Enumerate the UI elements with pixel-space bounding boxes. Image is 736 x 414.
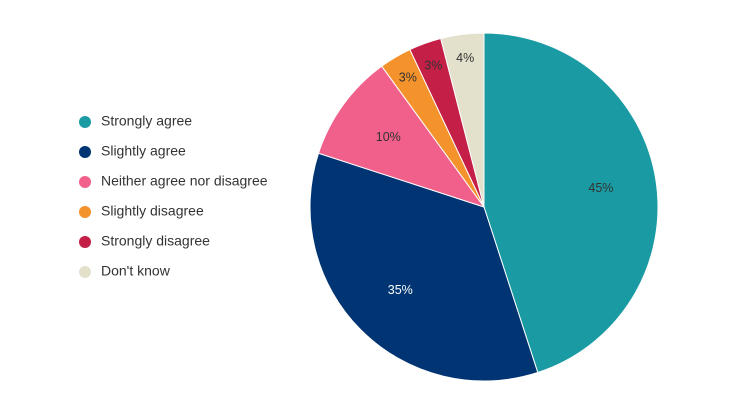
legend-item-don-t-know: Don't know <box>79 263 171 279</box>
legend-item-slightly-disagree: Slightly disagree <box>79 203 204 219</box>
legend-item-slightly-agree: Slightly agree <box>79 143 186 159</box>
legend-item-strongly-disagree: Strongly disagree <box>79 233 210 249</box>
legend-label-neither-agree-nor-disagree: Neither agree nor disagree <box>101 173 268 189</box>
legend: Strongly agree Slightly agree Neither agre… <box>79 113 268 279</box>
data-label-slightly-disagree: 3% <box>399 70 417 84</box>
data-label-neither-agree-nor-disagree: 10% <box>376 130 401 144</box>
pie-slices <box>309 32 659 382</box>
legend-swatch-strongly-agree <box>79 116 91 128</box>
pie-slice-strongly-agree <box>483 32 659 374</box>
legend-swatch-strongly-disagree <box>79 236 91 248</box>
pie-slice-slightly-agree <box>309 152 539 382</box>
legend-swatch-don-t-know <box>79 266 91 278</box>
legend-item-neither-agree-nor-disagree: Neither agree nor disagree <box>79 173 268 189</box>
legend-label-strongly-disagree: Strongly disagree <box>101 233 210 249</box>
pie-data-labels: 45% 35% 10% 3% 3% 4% <box>376 51 614 297</box>
data-label-slightly-agree: 35% <box>388 283 413 297</box>
legend-label-don-t-know: Don't know <box>101 263 171 279</box>
legend-swatch-slightly-disagree <box>79 206 91 218</box>
legend-label-slightly-agree: Slightly agree <box>101 143 186 159</box>
legend-swatch-neither-agree-nor-disagree <box>79 176 91 188</box>
pie-slice-don-t-know <box>440 32 485 208</box>
data-label-don-t-know: 4% <box>456 51 474 65</box>
pie-slice-neither-agree-nor-disagree <box>317 65 486 208</box>
legend-swatch-slightly-agree <box>79 146 91 158</box>
data-label-strongly-agree: 45% <box>588 181 613 195</box>
legend-label-strongly-agree: Strongly agree <box>101 113 192 129</box>
legend-label-slightly-disagree: Slightly disagree <box>101 203 204 219</box>
data-label-strongly-disagree: 3% <box>424 58 442 72</box>
legend-item-strongly-agree: Strongly agree <box>79 113 192 129</box>
